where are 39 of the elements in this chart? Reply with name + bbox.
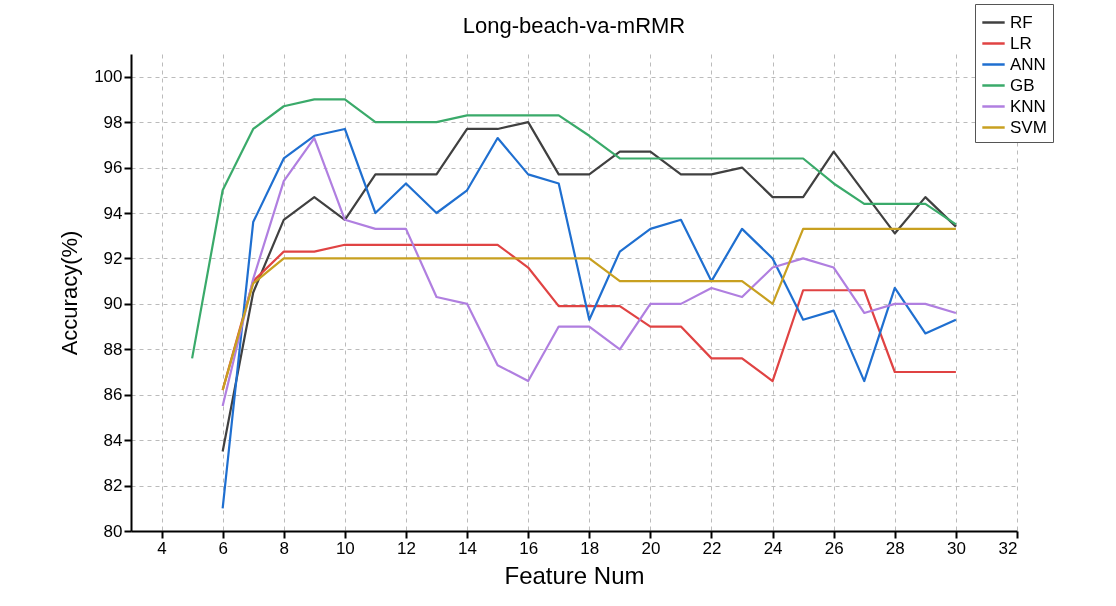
- y-axis-title: Accuracy(%): [57, 230, 83, 356]
- legend-label: GB: [1010, 75, 1035, 95]
- x-tick-label: 24: [763, 538, 783, 558]
- x-tick-label: 20: [641, 538, 661, 558]
- line-series: [191, 98, 957, 360]
- x-tick-label: 22: [702, 538, 722, 558]
- line-series: [221, 136, 957, 408]
- x-tick-label: 4: [157, 538, 167, 558]
- chart-title: Long-beach-va-mRMR: [462, 12, 686, 38]
- x-tick-label: 8: [279, 538, 289, 558]
- line-series: [221, 121, 957, 453]
- x-tick-label: 32: [998, 538, 1018, 558]
- legend-label: KNN: [1010, 96, 1046, 116]
- x-tick-label: 26: [824, 538, 844, 558]
- line-series: [221, 127, 957, 510]
- legend-label: ANN: [1010, 54, 1046, 74]
- legend-label: SVM: [1010, 117, 1047, 137]
- x-tick-label: 28: [885, 538, 905, 558]
- x-axis-title: Feature Num: [504, 561, 645, 589]
- x-tick-label: 6: [218, 538, 228, 558]
- y-tick-label: 94: [103, 203, 123, 223]
- legend-label: LR: [1010, 33, 1032, 53]
- y-tick-label: 92: [103, 248, 123, 268]
- x-tick-label: 18: [580, 538, 600, 558]
- x-tick-label: 12: [397, 538, 416, 558]
- x-tick-label: 30: [946, 538, 966, 558]
- y-tick-label: 96: [103, 158, 123, 178]
- legend-label: RF: [1010, 12, 1033, 32]
- y-tick-label: 88: [103, 339, 123, 359]
- y-tick-label: 90: [103, 294, 123, 314]
- x-tick-label: 16: [519, 538, 539, 558]
- x-tick-label: 14: [458, 538, 478, 558]
- y-tick-label: 100: [94, 67, 123, 87]
- y-tick-label: 80: [103, 521, 123, 541]
- y-tick-label: 84: [103, 430, 123, 450]
- y-tick-label: 86: [103, 385, 123, 405]
- x-tick-label: 10: [335, 538, 355, 558]
- y-tick-label: 82: [103, 476, 123, 496]
- y-tick-label: 98: [103, 112, 123, 132]
